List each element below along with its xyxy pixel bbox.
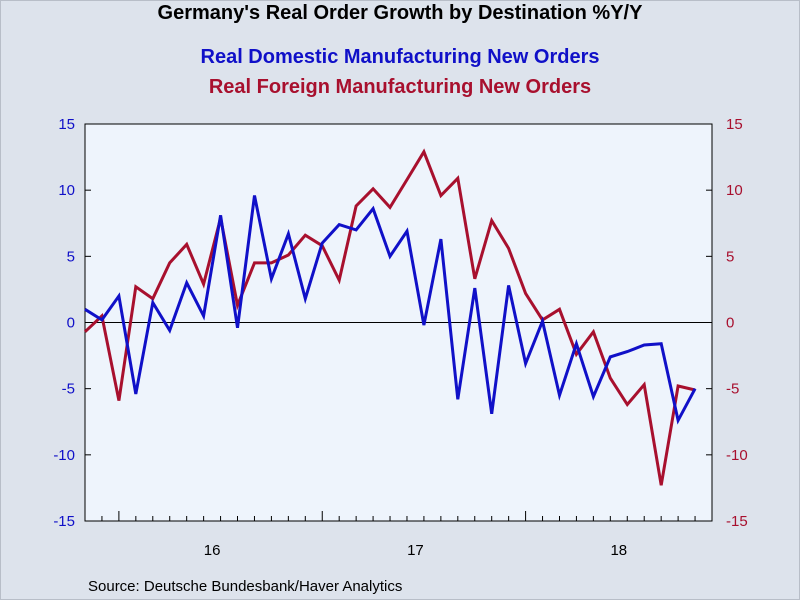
y-right-tick-label: 10 (726, 182, 743, 199)
legend-foreign-label: Real Foreign Manufacturing New Orders (208, 76, 592, 98)
legend-domestic-label: Real Domestic Manufacturing New Orders (200, 46, 600, 68)
x-tick-label: 16 (204, 542, 221, 559)
y-left-tick-label: 10 (58, 182, 75, 199)
source-note: Source: Deutsche Bundesbank/Haver Analyt… (88, 578, 403, 595)
x-tick-label: 17 (407, 542, 424, 559)
series-line-foreign (83, 148, 696, 486)
y-right-tick-label: -5 (726, 381, 739, 398)
y-right-tick-label: 15 (726, 116, 743, 133)
y-right-tick-label: 5 (726, 248, 734, 265)
y-left-tick-label: 0 (67, 315, 75, 332)
y-right-tick-label: -10 (726, 447, 748, 464)
y-left-tick-label: -5 (62, 381, 75, 398)
y-left-tick-label: -10 (53, 447, 75, 464)
y-left-tick-label: -15 (53, 513, 75, 530)
y-right-tick-label: 0 (726, 315, 734, 332)
chart-title: Germany's Real Order Growth by Destinati… (157, 2, 643, 24)
y-left-tick-label: 15 (58, 116, 75, 133)
series-line-domestic (84, 195, 697, 425)
y-left-tick-label: 5 (67, 248, 75, 265)
y-right-tick-label: -15 (726, 513, 748, 530)
x-tick-label: 18 (610, 542, 627, 559)
